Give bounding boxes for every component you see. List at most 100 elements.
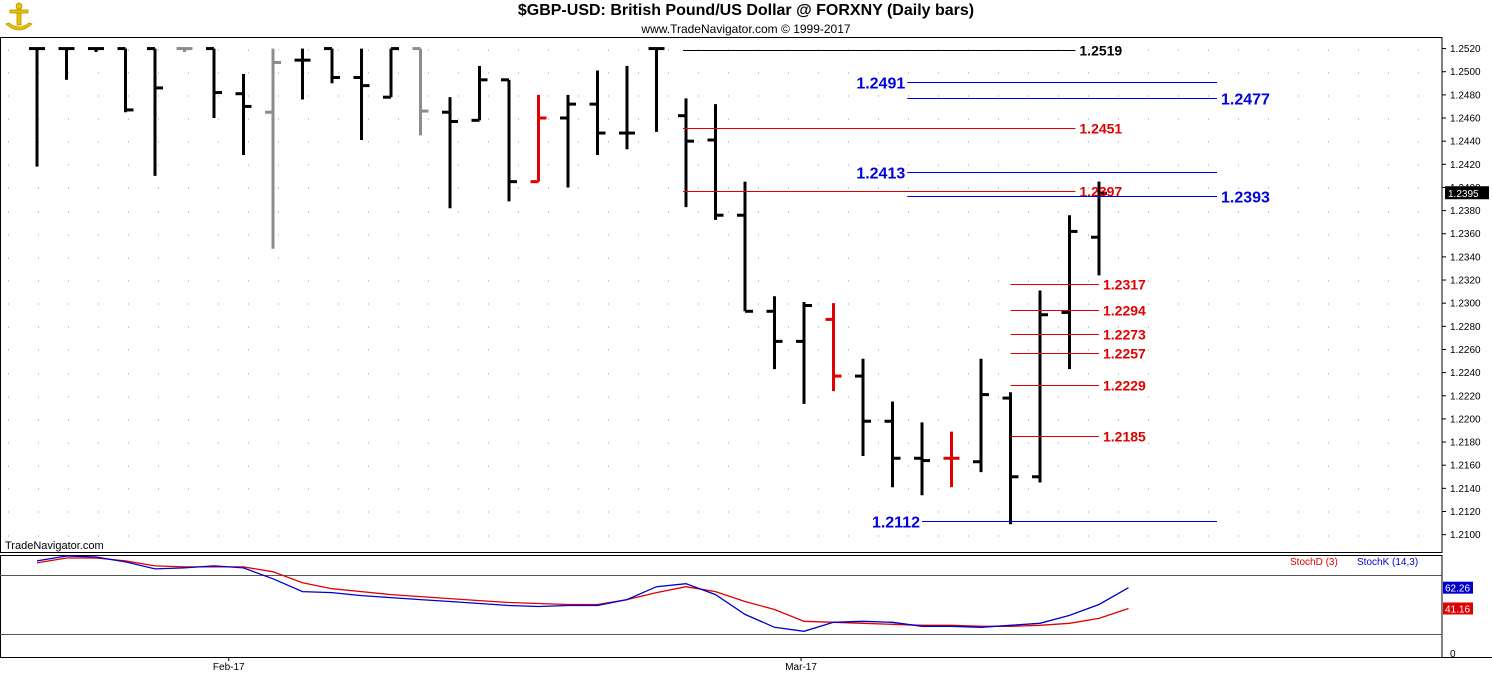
- grid-dot: [398, 95, 399, 97]
- grid-dot: [1058, 234, 1059, 236]
- grid-dot: [98, 257, 99, 259]
- grid-dot: [1178, 118, 1179, 120]
- grid-dot: [398, 280, 399, 282]
- grid-dot: [1208, 72, 1209, 74]
- grid-dot: [1328, 118, 1329, 120]
- price-panel: 1.2100 1.2120 1.2140 1.2160 1.2180 1.2200 1.22…: [0, 37, 1489, 553]
- grid-dot: [1418, 95, 1419, 97]
- grid-dot: [1238, 419, 1239, 421]
- grid-dot: [128, 118, 129, 120]
- y-tick-label: 1.2460: [1450, 114, 1481, 125]
- grid-dot: [428, 419, 429, 421]
- grid-dot: [68, 141, 69, 143]
- grid-dot: [668, 280, 669, 282]
- grid-dot: [518, 349, 519, 351]
- price-bar: [206, 47, 222, 119]
- grid-dot: [1208, 234, 1209, 236]
- grid-dot: [308, 419, 309, 421]
- grid-dot: [368, 118, 369, 120]
- grid-dot: [1418, 511, 1419, 513]
- grid-dot: [428, 442, 429, 444]
- grid-dot: [608, 72, 609, 74]
- grid-dot: [758, 373, 759, 375]
- grid-dot: [878, 118, 879, 120]
- grid-dot: [758, 349, 759, 351]
- grid-dot: [1148, 280, 1149, 282]
- grid-dot: [998, 187, 999, 189]
- grid-dot: [818, 187, 819, 189]
- grid-dot: [458, 211, 459, 213]
- grid-dot: [968, 95, 969, 97]
- grid-dot: [1358, 396, 1359, 398]
- grid-dot: [1388, 164, 1389, 166]
- grid-dot: [878, 234, 879, 236]
- grid-dot: [68, 465, 69, 467]
- grid-dot: [818, 326, 819, 328]
- grid-dot: [938, 257, 939, 259]
- grid-dot: [458, 234, 459, 236]
- grid-dot: [1178, 442, 1179, 444]
- grid-dot: [128, 280, 129, 282]
- grid-dot: [368, 373, 369, 375]
- grid-dot: [1418, 118, 1419, 120]
- grid-dot: [758, 95, 759, 97]
- grid-dot: [848, 280, 849, 282]
- grid-dot: [668, 211, 669, 213]
- grid-dot: [38, 511, 39, 513]
- price-bar: [442, 97, 458, 209]
- grid-dot: [608, 419, 609, 421]
- grid-dot: [518, 442, 519, 444]
- grid-dot: [1298, 234, 1299, 236]
- grid-dot: [248, 535, 249, 537]
- grid-dot: [1238, 49, 1239, 51]
- grid-dot: [218, 257, 219, 259]
- grid-dot: [608, 164, 609, 166]
- grid-dot: [1148, 349, 1149, 351]
- grid-dot: [98, 187, 99, 189]
- grid-dot: [458, 442, 459, 444]
- grid-dot: [488, 257, 489, 259]
- grid-dot: [218, 72, 219, 74]
- grid-dot: [578, 326, 579, 328]
- grid-dot: [1388, 396, 1389, 398]
- grid-dot: [278, 141, 279, 143]
- grid-dot: [8, 373, 9, 375]
- grid-dot: [8, 419, 9, 421]
- grid-dot: [1118, 303, 1119, 305]
- grid-dot: [1358, 118, 1359, 120]
- grid-dot: [428, 164, 429, 166]
- grid-dot: [1028, 373, 1029, 375]
- grid-dot: [728, 326, 729, 328]
- x-tick-label: Mar-17: [785, 662, 817, 673]
- grid-dot: [608, 488, 609, 490]
- grid-dot: [1298, 373, 1299, 375]
- grid-dot: [518, 72, 519, 74]
- grid-dot: [1118, 535, 1119, 537]
- grid-dot: [938, 187, 939, 189]
- grid-dot: [788, 164, 789, 166]
- grid-dot: [248, 141, 249, 143]
- grid-dot: [638, 511, 639, 513]
- grid-dot: [368, 72, 369, 74]
- grid-dot: [98, 234, 99, 236]
- grid-dot: [578, 396, 579, 398]
- grid-dot: [668, 349, 669, 351]
- grid-dot: [1028, 187, 1029, 189]
- grid-dot: [788, 257, 789, 259]
- grid-dot: [608, 373, 609, 375]
- grid-dot: [248, 118, 249, 120]
- price-bar: [648, 47, 665, 132]
- grid-dot: [98, 141, 99, 143]
- grid-dot: [638, 488, 639, 490]
- grid-dot: [368, 234, 369, 236]
- grid-dot: [578, 118, 579, 120]
- stoch-last-box: [1443, 581, 1473, 594]
- grid-dot: [1118, 49, 1119, 51]
- grid-dot: [1148, 187, 1149, 189]
- price-bar: [943, 431, 960, 488]
- grid-dot: [1208, 396, 1209, 398]
- grid-dot: [1178, 465, 1179, 467]
- grid-dot: [698, 211, 699, 213]
- grid-dot: [968, 211, 969, 213]
- grid-dot: [1178, 488, 1179, 490]
